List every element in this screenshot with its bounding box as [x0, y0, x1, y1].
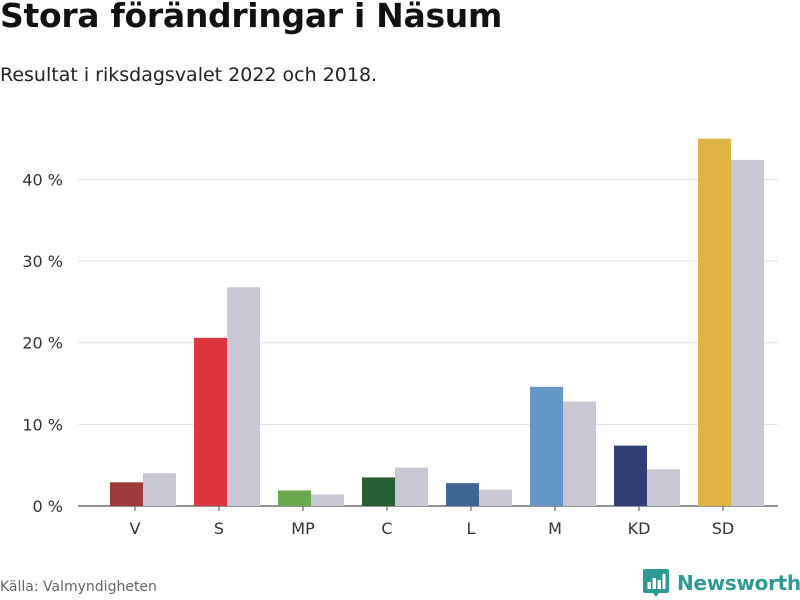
x-tick-label: M: [548, 519, 562, 538]
chart-subtitle: Resultat i riksdagsvalet 2022 och 2018.: [0, 64, 378, 86]
bar-chart: 0 % 10 % 20 % 30 % 40 % V S MP C L M KD SD: [22, 138, 778, 538]
y-tick-label: 10 %: [22, 415, 63, 434]
bar-2018-c: [395, 467, 428, 506]
bar-2022-kd: [614, 445, 647, 506]
x-tick-label: S: [214, 519, 224, 538]
source-note: Källa: Valmyndigheten: [0, 579, 157, 595]
x-tick-label: MP: [291, 519, 315, 538]
bar-2018-l: [479, 489, 512, 506]
newsworthy-logo-icon: [643, 569, 669, 597]
y-tick-label: 40 %: [22, 170, 63, 189]
y-tick-label: 0 %: [33, 497, 63, 516]
bar-2022-sd: [698, 138, 731, 506]
bar-2018-v: [143, 473, 176, 506]
x-tick-label: KD: [628, 519, 651, 538]
x-tick-label: C: [381, 519, 392, 538]
bar-2018-mp: [311, 494, 344, 506]
brand-name: Newsworthy: [677, 571, 800, 595]
x-tick-label: V: [130, 519, 141, 538]
bar-2022-l: [446, 483, 479, 506]
x-tick-label: L: [467, 519, 476, 538]
bar-2022-s: [194, 337, 227, 506]
x-tick-label: SD: [712, 519, 734, 538]
bar-2022-c: [362, 477, 395, 506]
y-tick-label: 30 %: [22, 252, 63, 271]
bar-2018-kd: [647, 469, 680, 506]
bar-2022-m: [530, 386, 563, 506]
bar-2018-s: [227, 287, 260, 506]
bar-2022-v: [110, 482, 143, 506]
bar-2022-mp: [278, 490, 311, 506]
bar-2018-sd: [731, 159, 764, 506]
bar-2018-m: [563, 401, 596, 506]
brand-logo: Newsworthy: [643, 568, 800, 598]
y-tick-label: 20 %: [22, 334, 63, 353]
chart-title: Stora förändringar i Näsum: [0, 0, 503, 35]
